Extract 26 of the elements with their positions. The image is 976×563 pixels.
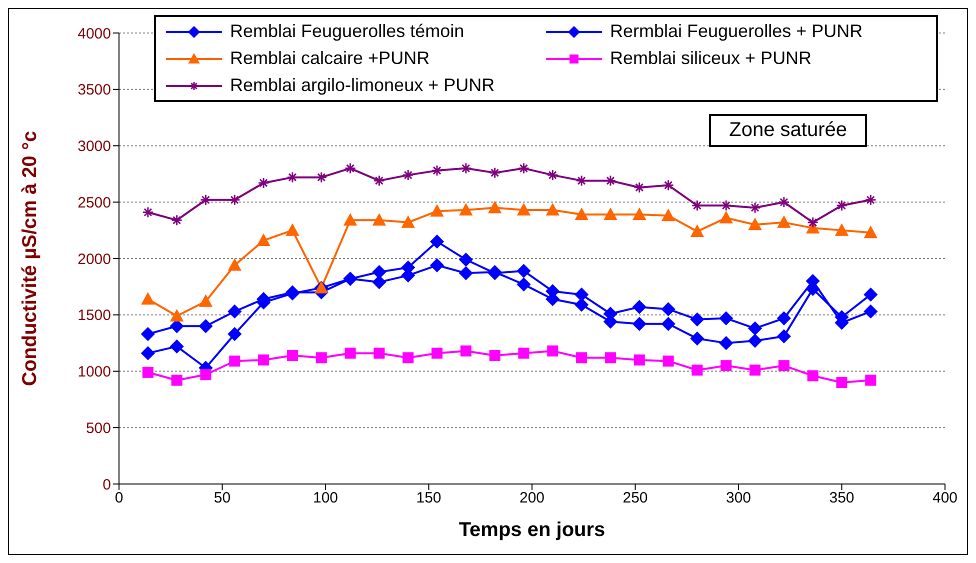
x-tick-label: 50 (214, 490, 231, 507)
x-axis-title: Temps en jours (458, 519, 606, 541)
x-tick-label: 200 (519, 490, 545, 507)
y-tick-label: 2500 (78, 194, 111, 212)
legend-label: Remblai argilo-limoneux + PUNR (230, 75, 495, 96)
x-tick-label: 0 (114, 490, 124, 507)
y-tick-label: 0 (102, 476, 111, 494)
x-tick-label: 150 (416, 490, 442, 507)
y-axis-title: Conductivité µS/cm à 20 °c (19, 130, 42, 386)
legend-label: Remblai Feuguerolles témoin (230, 21, 464, 42)
y-tick-label: 500 (86, 420, 111, 437)
legend-label: Remblai calcaire +PUNR (230, 48, 430, 69)
x-tick-label: 400 (932, 490, 958, 507)
annotation: Zone saturée (709, 114, 867, 147)
x-tick-label: 350 (829, 490, 854, 507)
x-tick-label: 250 (622, 490, 648, 507)
y-tick-label: 4000 (78, 25, 111, 42)
y-tick-label: 3000 (78, 138, 111, 156)
y-tick-label: 3500 (78, 82, 111, 99)
legend-label: Rermblai Feuguerolles + PUNR (610, 21, 863, 42)
y-tick-label: 2000 (78, 250, 111, 268)
y-tick-label: 1500 (78, 307, 111, 324)
legend-label: Remblai siliceux + PUNR (610, 48, 812, 69)
x-tick-label: 100 (312, 490, 338, 507)
x-tick-label: 300 (726, 490, 752, 507)
y-tick-label: 1000 (78, 364, 111, 381)
